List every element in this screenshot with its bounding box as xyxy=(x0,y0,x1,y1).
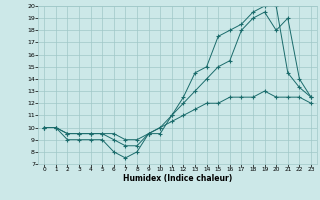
X-axis label: Humidex (Indice chaleur): Humidex (Indice chaleur) xyxy=(123,174,232,183)
